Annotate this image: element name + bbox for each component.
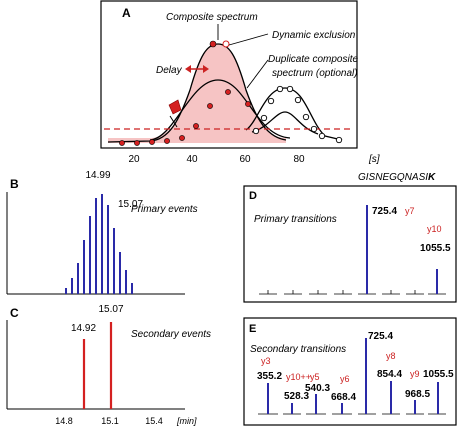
panel-a-letter: A — [122, 6, 131, 20]
panel-e-mz-3552: 355.2 — [257, 371, 282, 382]
panel-b-caption: Primary events — [131, 204, 198, 215]
panel-d-baseline-ticks — [259, 290, 446, 295]
panel-e-mz-7254: 725.4 — [368, 331, 393, 342]
duplicate-label-line1: Duplicate composite — [268, 54, 358, 65]
panel-b-bars — [65, 194, 133, 294]
composite-trigger-point — [209, 40, 217, 48]
panel-e-peaks — [267, 338, 439, 414]
panel-c: C 15.07 14.92 Secondary events 14.8 15.1… — [6, 304, 211, 426]
duplicate-points — [252, 85, 343, 144]
duplicate-label-line2: spectrum (optional) — [272, 68, 358, 79]
panel-c-peak-label-2: 14.92 — [71, 323, 96, 334]
panel-b: B 14.99 15.07 Primary events — [6, 170, 198, 295]
panel-b-letter: B — [10, 177, 19, 191]
exclusion-pointer — [228, 33, 269, 46]
panel-e-ion-y10pp: y10++ — [286, 372, 311, 382]
panel-e-ion-y8: y8 — [386, 351, 396, 361]
panel-c-peak-label-1: 15.07 — [98, 304, 123, 315]
panel-e-mz-6684: 668.4 — [331, 392, 356, 403]
axis-a-unit: [s] — [368, 154, 380, 165]
panel-e-letter: E — [249, 323, 256, 335]
panel-e-ion-y3: y3 — [261, 356, 271, 366]
exclusion-point — [222, 40, 230, 48]
duplicate-pointer — [246, 59, 269, 89]
duplicate-inner-curve — [251, 111, 319, 135]
delay-arrow-icon — [185, 65, 209, 73]
peptide-sequence: GISNEGQNASIK — [358, 172, 436, 183]
panel-e-ion-y9: y9 — [410, 369, 420, 379]
panel-e: E Secondary transitions y3 355.2 y10++ 5… — [243, 317, 457, 426]
flag-icon — [168, 99, 182, 128]
panel-c-caption: Secondary events — [131, 329, 211, 340]
panel-c-tick-151: 15.1 — [101, 416, 119, 426]
panel-e-mz-10555: 1055.5 — [423, 369, 454, 380]
panel-e-mz-5283: 528.3 — [284, 391, 309, 402]
panel-e-mz-9685: 968.5 — [405, 389, 430, 400]
dynamic-exclusion-label: Dynamic exclusion — [272, 30, 356, 41]
panel-d-mz-10555: 1055.5 — [420, 243, 451, 254]
panel-c-letter: C — [10, 306, 19, 320]
panel-d: GISNEGQNASIK D Primary transitions 725.4… — [243, 172, 457, 303]
panel-d-letter: D — [249, 190, 257, 202]
composite-inner-curve — [149, 79, 291, 141]
panel-d-caption: Primary transitions — [254, 214, 337, 225]
composite-label: Composite spectrum — [166, 12, 258, 23]
panel-a-frame — [100, 0, 358, 149]
panel-e-mz-5403: 540.3 — [305, 383, 330, 394]
axis-a-tick-20: 20 — [128, 154, 140, 165]
panel-e-frame — [243, 317, 457, 426]
panel-b-peak-label-1: 14.99 — [85, 170, 110, 181]
panel-e-ion-y5: y5 — [310, 372, 320, 382]
axis-a-tick-60: 60 — [239, 154, 251, 165]
baseline-markers — [119, 89, 251, 146]
panel-d-frame — [243, 185, 457, 303]
panel-c-tick-148: 14.8 — [55, 416, 73, 426]
panel-c-tick-154: 15.4 — [145, 416, 163, 426]
axis-a-tick-80: 80 — [293, 154, 305, 165]
panel-e-caption: Secondary transitions — [250, 344, 346, 355]
delay-label: Delay — [156, 65, 183, 76]
panel-d-mz-7254: 725.4 — [372, 206, 397, 217]
panel-a: A — [100, 0, 380, 165]
panel-d-ion-y7: y7 — [405, 206, 415, 216]
composite-peak-fill — [108, 44, 286, 143]
axis-a-tick-40: 40 — [186, 154, 198, 165]
panel-e-ion-y6: y6 — [340, 374, 350, 384]
panel-e-mz-8544: 854.4 — [377, 369, 402, 380]
duplicate-outer-curve — [245, 87, 343, 141]
panel-b-peak-label-2: 15.07 — [118, 199, 143, 210]
panel-c-unit: [min] — [176, 416, 197, 426]
panel-d-ion-y10: y10 — [427, 224, 442, 234]
